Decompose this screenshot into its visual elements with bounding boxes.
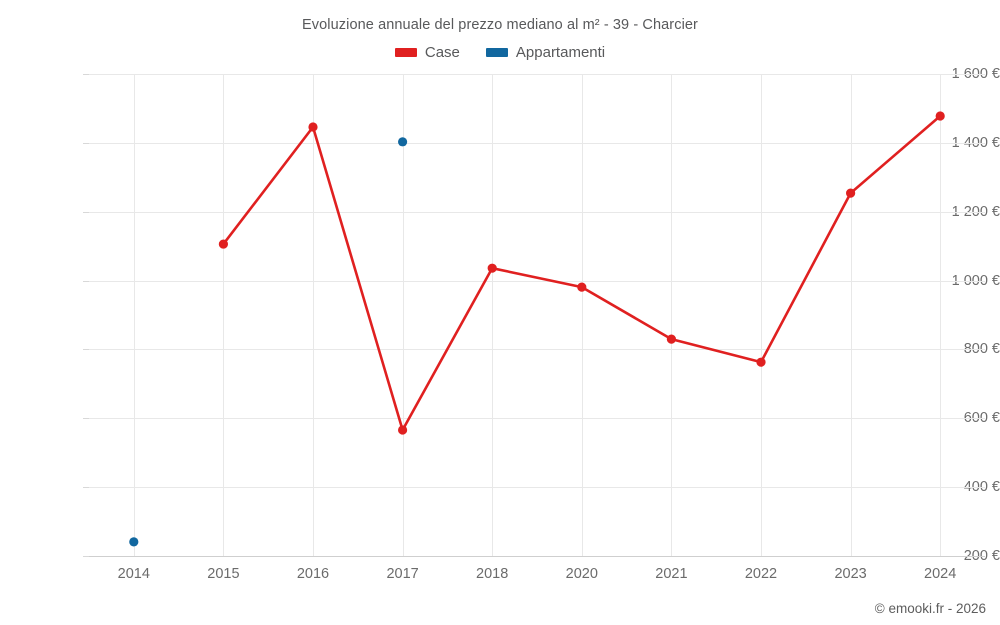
gridline-vertical — [940, 74, 942, 556]
gridline-vertical — [133, 74, 135, 556]
legend-item-case[interactable]: Case — [394, 44, 460, 61]
data-point-marker[interactable] — [308, 122, 318, 132]
gridline-vertical — [492, 74, 494, 556]
data-point-marker[interactable] — [846, 188, 856, 198]
legend-label-case: Case — [424, 44, 460, 61]
data-point-marker[interactable] — [398, 137, 408, 147]
legend-label-appartamenti: Appartamenti — [515, 44, 606, 61]
y-axis-tick-mark — [83, 349, 89, 351]
gridline-horizontal — [89, 211, 985, 213]
gridline-vertical — [581, 74, 583, 556]
gridline-vertical — [671, 74, 673, 556]
x-axis-tick-label: 2024 — [924, 566, 957, 582]
gridline-vertical — [313, 74, 314, 556]
data-point-marker[interactable] — [129, 537, 139, 547]
gridline-vertical — [223, 74, 225, 556]
x-axis-tick-label: 2014 — [117, 566, 150, 582]
y-axis-tick-mark — [83, 487, 89, 489]
x-axis-tick-label: 2018 — [476, 566, 509, 582]
y-axis-tick-mark — [83, 556, 89, 557]
axis-bottom-line — [89, 556, 985, 557]
data-point-marker[interactable] — [756, 357, 766, 367]
chart-legend: Case Appartamenti — [0, 44, 1000, 61]
x-axis-tick-label: 2022 — [744, 566, 778, 582]
gridline-horizontal — [89, 142, 985, 144]
y-axis-tick-mark — [83, 211, 89, 213]
y-axis-tick-mark — [83, 280, 89, 282]
data-point-marker[interactable] — [398, 425, 408, 435]
legend-swatch-case — [394, 48, 417, 57]
gridline-vertical — [402, 74, 404, 556]
gridline-vertical — [850, 74, 852, 556]
y-axis-tick-mark — [83, 142, 89, 144]
data-point-marker[interactable] — [666, 334, 677, 344]
x-axis-tick-label: 2015 — [207, 566, 240, 582]
plot-area — [89, 74, 985, 557]
legend-item-appartamenti[interactable]: Appartamenti — [485, 44, 606, 61]
series-layer — [129, 111, 945, 547]
series-line-case — [222, 114, 942, 432]
data-point-marker[interactable] — [218, 239, 228, 249]
x-axis-tick-label: 2023 — [834, 566, 867, 582]
gridline-vertical — [761, 74, 762, 556]
x-axis-tick-label: 2021 — [655, 566, 688, 582]
gridline-horizontal — [89, 74, 985, 75]
data-point-marker[interactable] — [935, 111, 945, 121]
x-axis-tick-label: 2020 — [565, 566, 598, 582]
y-axis-tick-mark — [83, 74, 89, 75]
chart-title: Evoluzione annuale del prezzo mediano al… — [302, 17, 698, 33]
x-axis-tick-label: 2016 — [296, 566, 330, 582]
gridline-horizontal — [89, 418, 985, 420]
data-point-marker[interactable] — [487, 263, 497, 273]
x-axis-tick-label: 2017 — [386, 566, 419, 582]
gridline-horizontal — [89, 487, 985, 489]
y-axis-tick-mark — [83, 418, 89, 420]
footer-copyright: © emooki.fr - 2026 — [874, 601, 986, 616]
legend-swatch-appartamenti — [485, 48, 508, 57]
data-point-marker[interactable] — [577, 282, 587, 292]
gridline-horizontal — [89, 349, 985, 351]
gridline-horizontal — [89, 280, 985, 282]
